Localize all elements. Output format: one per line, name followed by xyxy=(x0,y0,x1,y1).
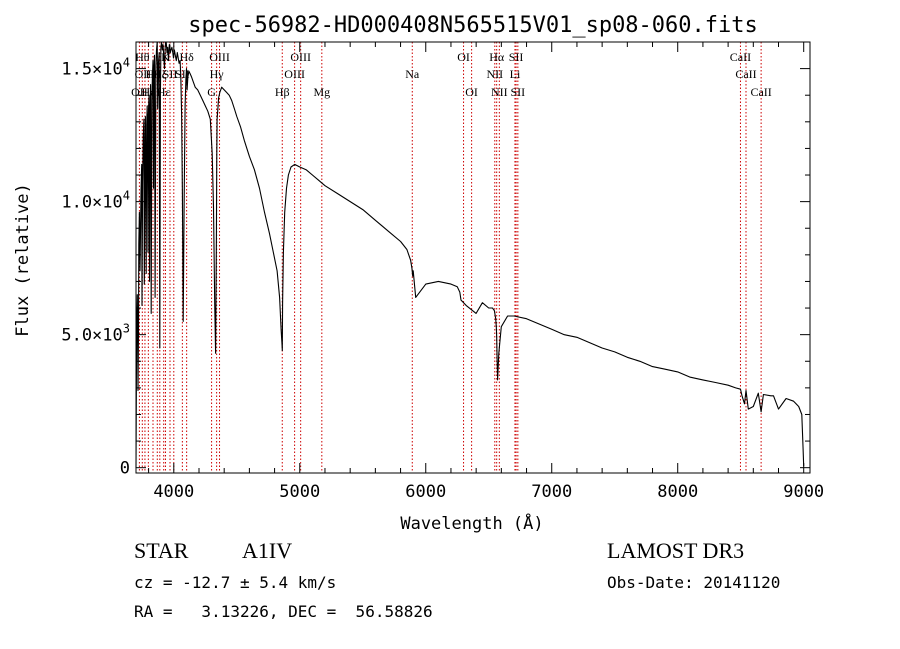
line-marker-label: Hε xyxy=(157,85,171,99)
plot-frame xyxy=(135,41,811,474)
spectrum-series-group xyxy=(135,41,805,468)
line-marker-label: K xyxy=(161,50,170,64)
x-tick-label: 4000 xyxy=(153,482,194,502)
redshift-velocity: cz = -12.7 ± 5.4 km/s xyxy=(134,573,337,592)
y-tick-mantissa: 1.0×10 xyxy=(61,193,122,213)
line-marker-label: Li xyxy=(510,67,521,81)
x-tick-label: 5000 xyxy=(279,482,320,502)
line-marker-label: OII xyxy=(131,85,148,99)
line-marker-label: Hα xyxy=(489,50,505,64)
y-tick-mantissa: 5.0×10 xyxy=(61,326,122,346)
y-tick-label: 1.5×104 xyxy=(61,56,130,80)
line-marker-label: Hη xyxy=(146,67,161,81)
line-marker-label: CaII xyxy=(750,85,771,99)
y-tick-exponent: 4 xyxy=(123,189,130,203)
line-marker-label: Mg xyxy=(313,85,330,99)
line-marker-label: SII xyxy=(509,50,524,64)
chart-title: spec-56982-HD000408N565515V01_sp08-060.f… xyxy=(188,13,758,38)
line-marker-label: NII xyxy=(486,67,503,81)
x-tick-label: 7000 xyxy=(531,482,572,502)
line-marker-label: OIII xyxy=(290,50,311,64)
line-marker-label: NII xyxy=(491,85,508,99)
survey-name: LAMOST DR3 xyxy=(607,538,745,563)
spectrum-line xyxy=(135,41,805,468)
x-tick-label: 6000 xyxy=(405,482,446,502)
line-marker-label: Hε xyxy=(141,85,155,99)
y-tick-mantissa: 1.5×10 xyxy=(61,60,122,80)
line-marker-label: Na xyxy=(405,67,420,81)
line-marker-label: OI xyxy=(465,85,478,99)
coordinates: RA = 3.13226, DEC = 56.58826 xyxy=(134,602,433,621)
line-marker-label: CaII xyxy=(730,50,751,64)
line-marker-label: OIII xyxy=(209,50,230,64)
y-tick-label: 1.0×104 xyxy=(61,189,130,213)
x-axis-label: Wavelength (Å) xyxy=(400,512,543,534)
y-tick-mantissa: 0 xyxy=(120,459,130,479)
line-marker-label: Hζ xyxy=(153,67,167,81)
axes-group: 4000 5000 6000 7000 8000 900005.0×1031.0×1041… xyxy=(61,41,824,502)
line-marker-label: Hβ xyxy=(275,85,290,99)
y-tick-label: 0 xyxy=(120,459,130,479)
y-axis-label: Flux (relative) xyxy=(13,183,33,337)
y-tick-label: 5.0×103 xyxy=(61,322,130,346)
line-marker-label: SII xyxy=(163,67,178,81)
line-marker-label: Hγ xyxy=(210,67,225,81)
line-marker-label: Hθ xyxy=(135,50,150,64)
line-marker-label: Hδ xyxy=(179,50,194,64)
line-marker-label: OI xyxy=(457,50,470,64)
object-class: STAR xyxy=(134,538,189,563)
line-marker-label: G xyxy=(207,85,216,99)
object-subclass: A1IV xyxy=(242,538,293,563)
line-marker-label: SII xyxy=(175,67,190,81)
line-marker-label: CaII xyxy=(735,67,756,81)
y-tick-exponent: 3 xyxy=(123,322,130,336)
observation-date: Obs-Date: 20141120 xyxy=(607,573,781,592)
line-marker-label: SII xyxy=(511,85,526,99)
x-tick-label: 9000 xyxy=(783,482,824,502)
line-marker-label: OIII xyxy=(284,67,305,81)
y-tick-exponent: 4 xyxy=(123,56,130,70)
x-tick-label: 8000 xyxy=(657,482,698,502)
line-marker-label: OIII xyxy=(135,67,156,81)
line-labels-group: OIIHθOIIIHεHηHζHεKSIISIIHδGHγOIIIHβOIIIO… xyxy=(131,50,772,99)
